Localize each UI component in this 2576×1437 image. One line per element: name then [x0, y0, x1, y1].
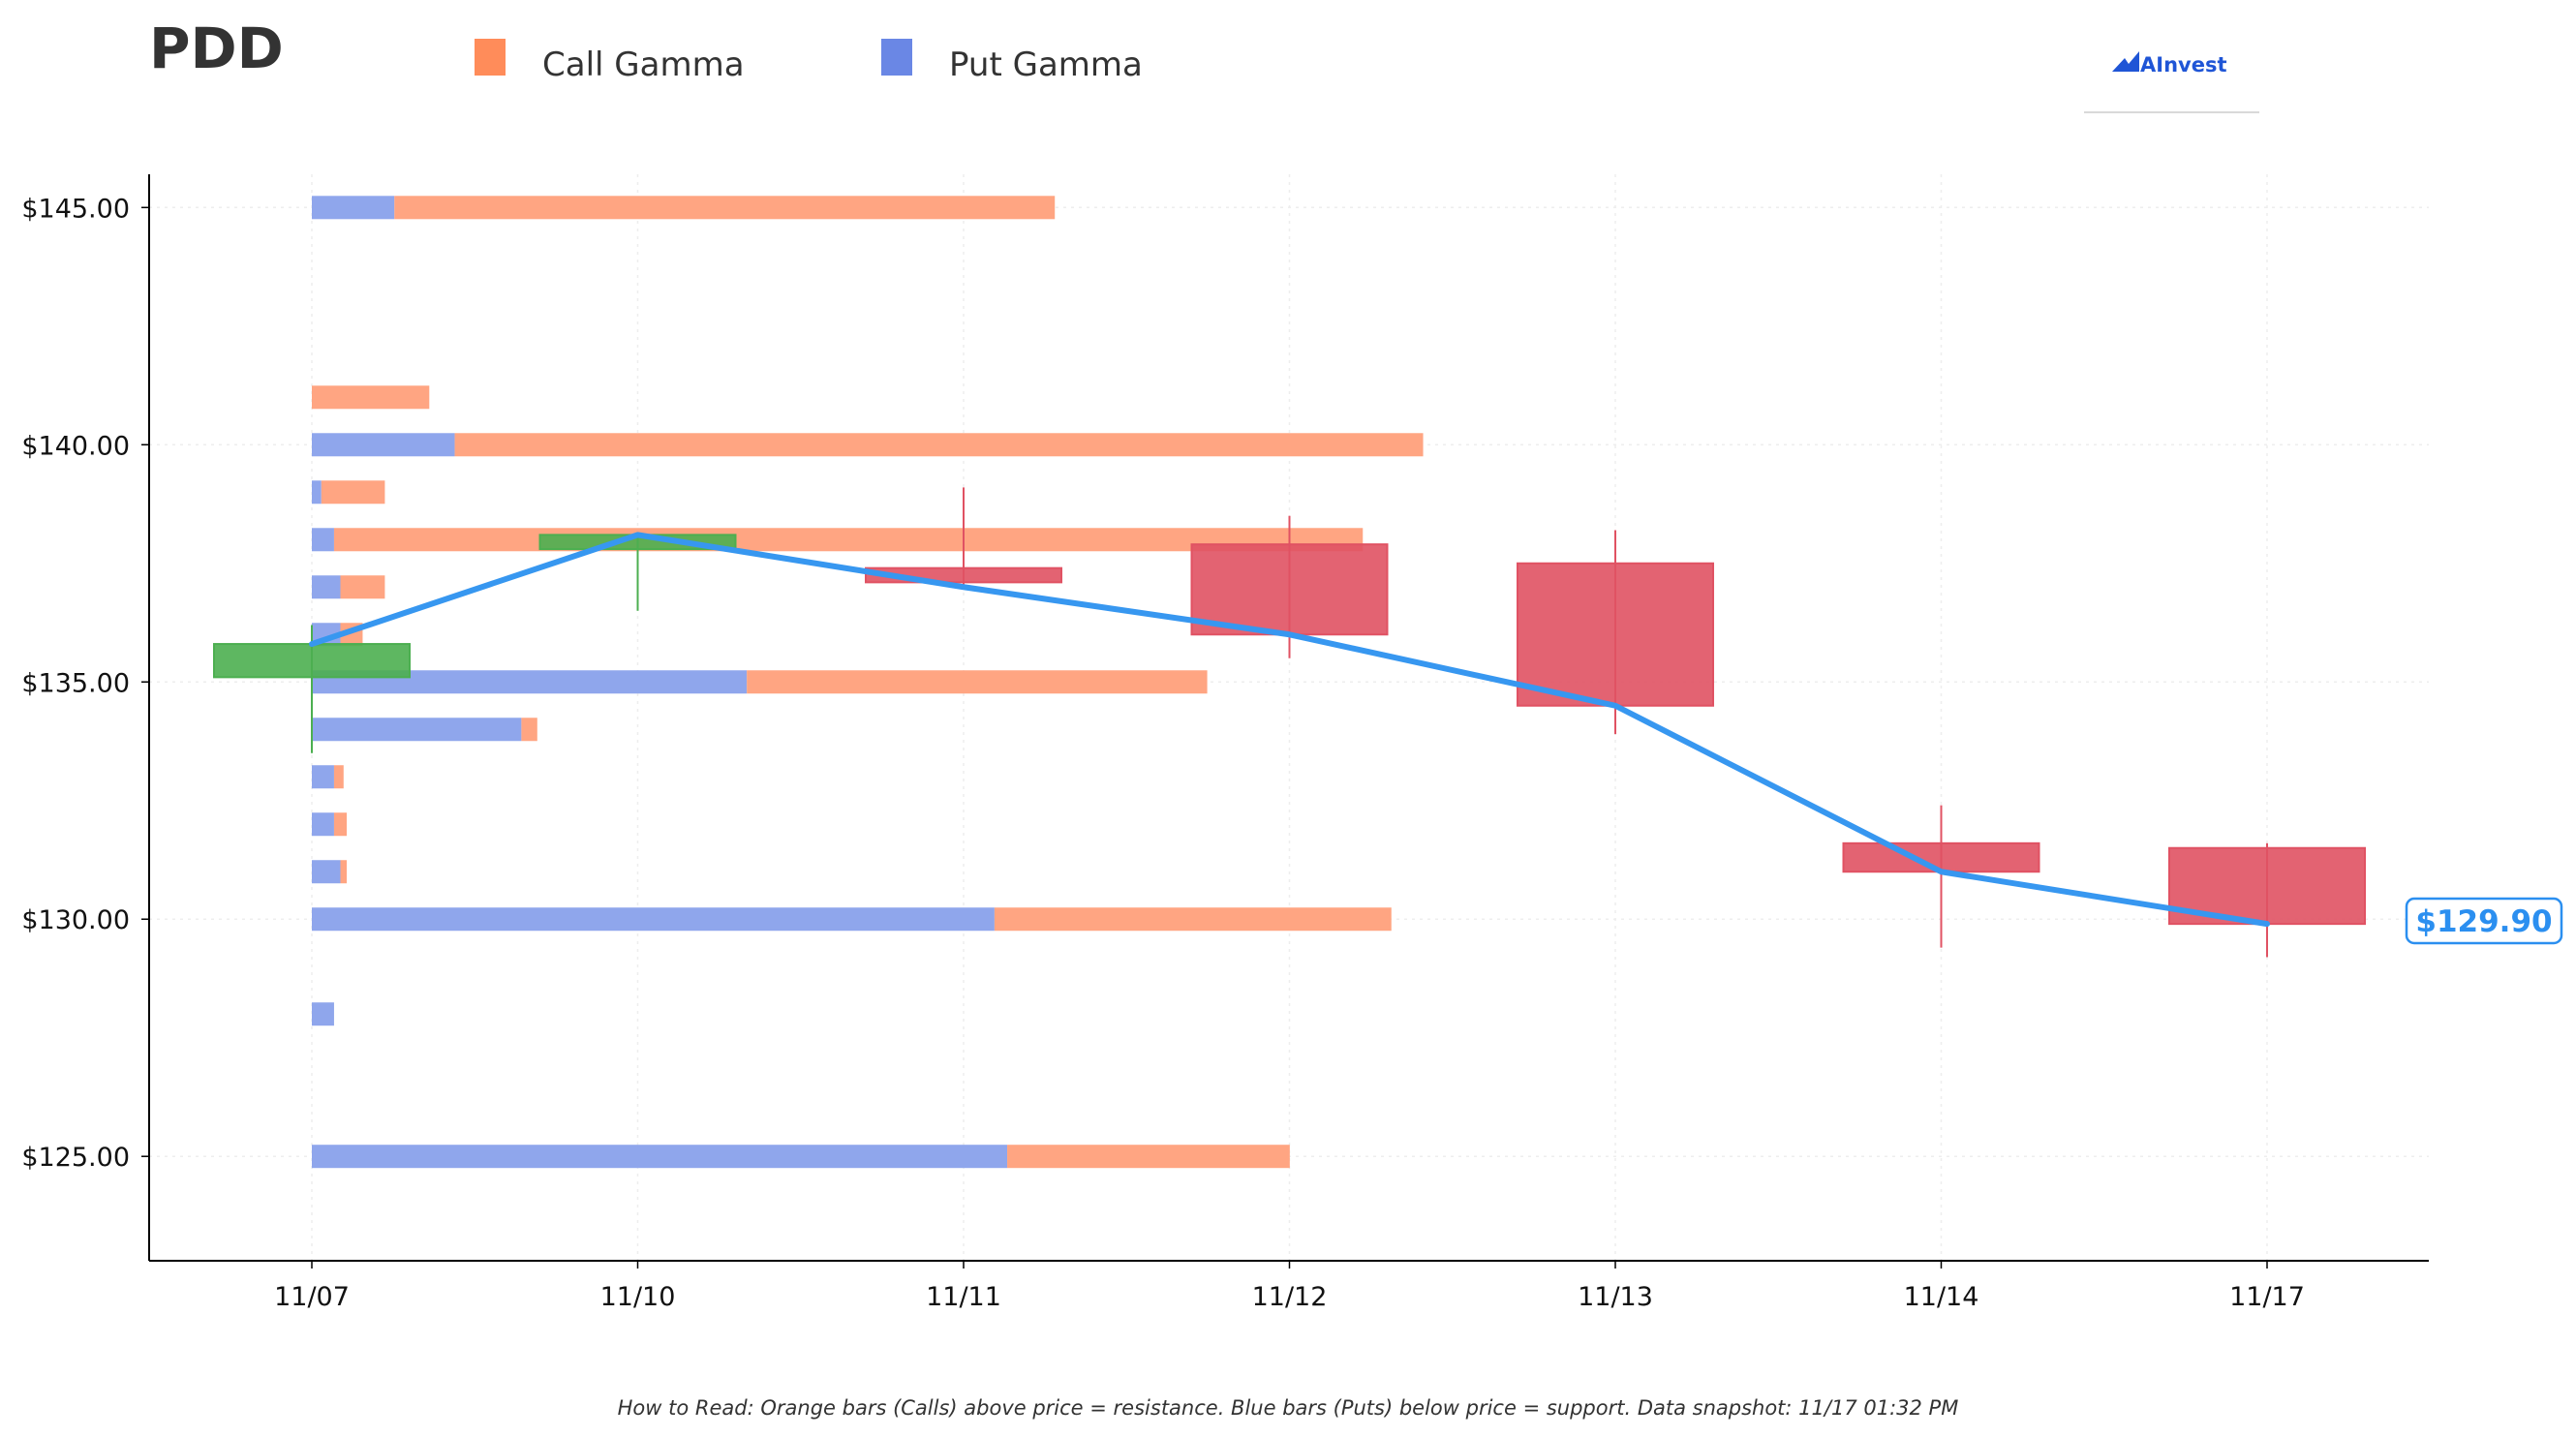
- candlesticks: [213, 487, 2366, 958]
- legend-swatch-call: [475, 39, 506, 76]
- grid: [149, 174, 2429, 1261]
- y-tick-label: $130.00: [21, 905, 130, 935]
- legend-swatch-put: [881, 39, 912, 76]
- put-gamma-bar: [312, 528, 334, 552]
- call-gamma-bar: [994, 907, 1392, 932]
- candle-body: [213, 643, 411, 679]
- x-tick-label: 11/17: [2229, 1282, 2305, 1312]
- brand-name: AInvest: [2140, 53, 2227, 76]
- x-tick-label: 11/14: [1904, 1282, 1979, 1312]
- call-gamma-bar: [333, 812, 348, 837]
- x-tick-label: 11/11: [926, 1282, 1001, 1312]
- legend-label-put: Put Gamma: [949, 46, 1143, 84]
- put-gamma-bar: [312, 196, 395, 220]
- gamma-bars: [312, 196, 1424, 1169]
- x-tick-label: 11/10: [600, 1282, 676, 1312]
- brand-logo-icon: [2112, 51, 2139, 72]
- current-price-badge: $129.90: [2405, 897, 2563, 945]
- x-tick-label: 11/13: [1578, 1282, 1653, 1312]
- candle-body: [1190, 543, 1389, 636]
- legend: Call Gamma Put Gamma: [475, 39, 1143, 84]
- put-gamma-bar: [312, 812, 334, 837]
- call-gamma-bar: [454, 433, 1424, 457]
- call-gamma-bar: [1007, 1145, 1290, 1169]
- current-price-box: [2405, 897, 2563, 945]
- call-gamma-bar: [333, 765, 344, 789]
- put-gamma-bar: [312, 433, 455, 457]
- y-axis-ticks: $125.00 $130.00 $135.00 $140.00 $145.00: [21, 194, 149, 1173]
- put-gamma-bar: [312, 907, 995, 932]
- put-gamma-bar: [312, 575, 341, 599]
- y-tick-label: $135.00: [21, 668, 130, 698]
- x-tick-label: 11/07: [274, 1282, 350, 1312]
- brand-logo: AInvest: [2084, 51, 2259, 113]
- call-gamma-bar: [394, 196, 1056, 220]
- put-gamma-bar: [312, 1145, 1008, 1169]
- call-gamma-bar: [340, 575, 385, 599]
- put-gamma-bar: [312, 765, 334, 789]
- call-gamma-bar: [340, 860, 348, 884]
- call-gamma-bar: [321, 480, 385, 504]
- put-gamma-bar: [312, 860, 341, 884]
- y-tick-label: $140.00: [21, 431, 130, 461]
- call-gamma-bar: [747, 670, 1208, 694]
- y-tick-label: $125.00: [21, 1143, 130, 1173]
- legend-label-call: Call Gamma: [542, 46, 745, 84]
- chart-title: PDD: [149, 15, 284, 81]
- call-gamma-bar: [312, 385, 430, 410]
- candle-body: [1842, 841, 2040, 873]
- call-gamma-bar: [521, 718, 537, 742]
- y-tick-label: $145.00: [21, 194, 130, 224]
- footnote: How to Read: Orange bars (Calls) above p…: [618, 1396, 1959, 1420]
- x-axis-ticks: 11/07 11/10 11/11 11/12 11/13 11/14 11/17: [274, 1261, 2305, 1312]
- put-gamma-bar: [312, 480, 322, 504]
- x-tick-label: 11/12: [1252, 1282, 1328, 1312]
- price-line-layer: [309, 532, 2270, 928]
- put-gamma-bar: [312, 1002, 334, 1026]
- put-gamma-bar: [312, 718, 522, 742]
- price-line: [309, 532, 2270, 928]
- current-price-label: $129.90: [2415, 904, 2552, 939]
- candle-body: [1517, 562, 1714, 707]
